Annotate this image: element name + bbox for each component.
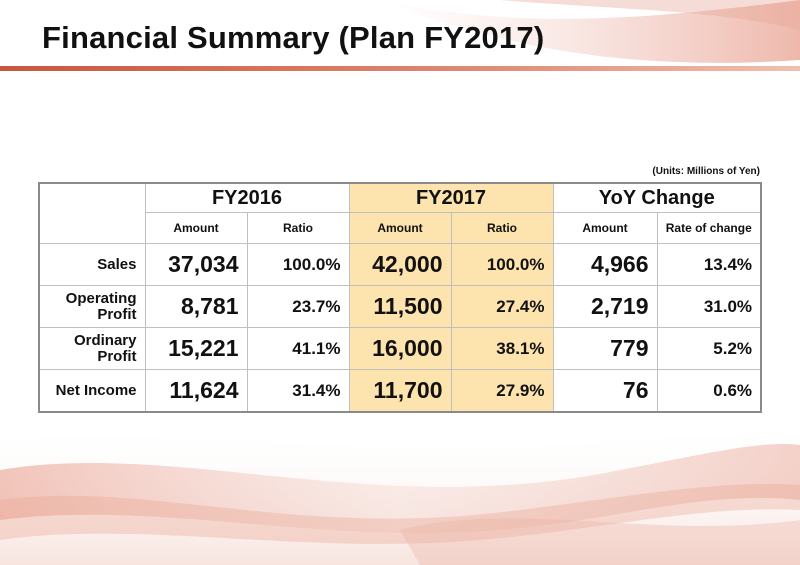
group-header-fy2016: FY2016 [144,182,350,213]
group-header-row: FY2016 FY2017 YoY Change [38,182,762,244]
fy2016-amount: 15,221 [144,327,248,370]
subheader-fy2017-amount: Amount [348,212,452,244]
table-row-operating-profit: Operating Profit 8,781 23.7% 11,500 27.4%… [38,285,762,328]
fy2016-amount: 11,624 [144,369,248,413]
fy2017-ratio: 100.0% [450,243,554,286]
fy2017-ratio: 38.1% [450,327,554,370]
row-label: Net Income [38,369,146,413]
fy2017-amount: 16,000 [348,327,452,370]
subheader-yoy-amount: Amount [552,212,658,244]
row-label: Operating Profit [38,285,146,328]
table-row-ordinary-profit: Ordinary Profit 15,221 41.1% 16,000 38.1%… [38,327,762,370]
title-underline [0,66,800,71]
corner-cell [38,182,146,244]
units-note: (Units: Millions of Yen) [652,166,760,177]
yoy-rate: 0.6% [656,369,762,413]
fy2017-amount: 11,500 [348,285,452,328]
fy2016-ratio: 31.4% [246,369,350,413]
yoy-amount: 2,719 [552,285,658,328]
subheader-fy2016-amount: Amount [144,212,248,244]
group-header-yoy: YoY Change [552,182,762,213]
fy2016-ratio: 41.1% [246,327,350,370]
subheader-fy2016-ratio: Ratio [246,212,350,244]
row-label: Sales [38,243,146,286]
fy2017-ratio: 27.9% [450,369,554,413]
yoy-amount: 4,966 [552,243,658,286]
fy2016-amount: 37,034 [144,243,248,286]
table-row-sales: Sales 37,034 100.0% 42,000 100.0% 4,966 … [38,243,762,286]
financial-summary-table: FY2016 FY2017 YoY Change Amount Ratio Am… [38,182,763,413]
fy2016-ratio: 100.0% [246,243,350,286]
sub-header-row: Amount Ratio Amount Ratio Amount Rate of… [39,212,762,244]
fy2017-amount: 42,000 [348,243,452,286]
page-title: Financial Summary (Plan FY2017) [42,20,545,55]
fy2016-ratio: 23.7% [246,285,350,328]
subheader-fy2017-ratio: Ratio [450,212,554,244]
table-row-net-income: Net Income 11,624 31.4% 11,700 27.9% 76 … [38,369,762,413]
yoy-rate: 31.0% [656,285,762,328]
yoy-amount: 779 [552,327,658,370]
fy2017-ratio: 27.4% [450,285,554,328]
subheader-yoy-rate: Rate of change [656,212,762,244]
yoy-rate: 5.2% [656,327,762,370]
row-label: Ordinary Profit [38,327,146,370]
group-header-fy2017: FY2017 [348,182,554,213]
yoy-rate: 13.4% [656,243,762,286]
yoy-amount: 76 [552,369,658,413]
fy2017-amount: 11,700 [348,369,452,413]
fy2016-amount: 8,781 [144,285,248,328]
